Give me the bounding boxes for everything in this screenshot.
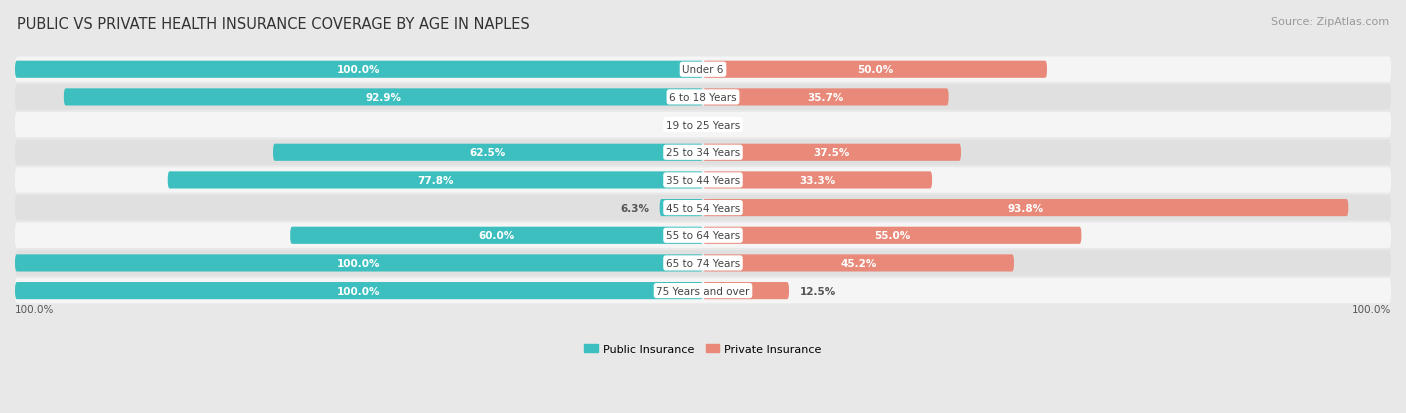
FancyBboxPatch shape (63, 89, 703, 106)
FancyBboxPatch shape (15, 140, 1391, 166)
Text: 45.2%: 45.2% (841, 258, 877, 268)
Text: 6.3%: 6.3% (620, 203, 650, 213)
Text: 100.0%: 100.0% (337, 258, 381, 268)
Text: 0.0%: 0.0% (664, 120, 693, 130)
Text: 55 to 64 Years: 55 to 64 Years (666, 231, 740, 241)
FancyBboxPatch shape (703, 144, 960, 161)
FancyBboxPatch shape (273, 144, 703, 161)
Text: 25 to 34 Years: 25 to 34 Years (666, 148, 740, 158)
FancyBboxPatch shape (15, 282, 703, 299)
Text: 12.5%: 12.5% (800, 286, 835, 296)
FancyBboxPatch shape (659, 199, 703, 217)
FancyBboxPatch shape (15, 57, 1391, 83)
Text: 55.0%: 55.0% (875, 231, 910, 241)
Text: 37.5%: 37.5% (814, 148, 851, 158)
Text: 100.0%: 100.0% (15, 305, 55, 315)
FancyBboxPatch shape (703, 172, 932, 189)
Text: 60.0%: 60.0% (478, 231, 515, 241)
Text: Under 6: Under 6 (682, 65, 724, 75)
FancyBboxPatch shape (15, 251, 1391, 276)
FancyBboxPatch shape (15, 113, 1391, 138)
Text: 33.3%: 33.3% (800, 176, 835, 185)
Text: 65 to 74 Years: 65 to 74 Years (666, 258, 740, 268)
FancyBboxPatch shape (15, 195, 1391, 221)
Text: 35 to 44 Years: 35 to 44 Years (666, 176, 740, 185)
FancyBboxPatch shape (290, 227, 703, 244)
FancyBboxPatch shape (703, 255, 1014, 272)
Text: PUBLIC VS PRIVATE HEALTH INSURANCE COVERAGE BY AGE IN NAPLES: PUBLIC VS PRIVATE HEALTH INSURANCE COVER… (17, 17, 530, 31)
Text: Source: ZipAtlas.com: Source: ZipAtlas.com (1271, 17, 1389, 26)
FancyBboxPatch shape (703, 89, 949, 106)
FancyBboxPatch shape (703, 282, 789, 299)
FancyBboxPatch shape (703, 62, 1047, 78)
Text: 6 to 18 Years: 6 to 18 Years (669, 93, 737, 103)
FancyBboxPatch shape (15, 223, 1391, 248)
Text: 100.0%: 100.0% (1351, 305, 1391, 315)
Text: 100.0%: 100.0% (337, 65, 381, 75)
FancyBboxPatch shape (167, 172, 703, 189)
FancyBboxPatch shape (15, 168, 1391, 193)
Text: 92.9%: 92.9% (366, 93, 402, 103)
Text: 75 Years and over: 75 Years and over (657, 286, 749, 296)
Text: 62.5%: 62.5% (470, 148, 506, 158)
Legend: Public Insurance, Private Insurance: Public Insurance, Private Insurance (583, 344, 823, 354)
Text: 35.7%: 35.7% (807, 93, 844, 103)
Text: 19 to 25 Years: 19 to 25 Years (666, 120, 740, 130)
FancyBboxPatch shape (703, 199, 1348, 217)
FancyBboxPatch shape (15, 62, 703, 78)
Text: 100.0%: 100.0% (337, 286, 381, 296)
FancyBboxPatch shape (15, 255, 703, 272)
Text: 93.8%: 93.8% (1008, 203, 1043, 213)
Text: 0.0%: 0.0% (713, 120, 742, 130)
Text: 50.0%: 50.0% (856, 65, 893, 75)
Text: 77.8%: 77.8% (418, 176, 454, 185)
Text: 45 to 54 Years: 45 to 54 Years (666, 203, 740, 213)
FancyBboxPatch shape (703, 227, 1081, 244)
FancyBboxPatch shape (15, 278, 1391, 304)
FancyBboxPatch shape (15, 85, 1391, 110)
